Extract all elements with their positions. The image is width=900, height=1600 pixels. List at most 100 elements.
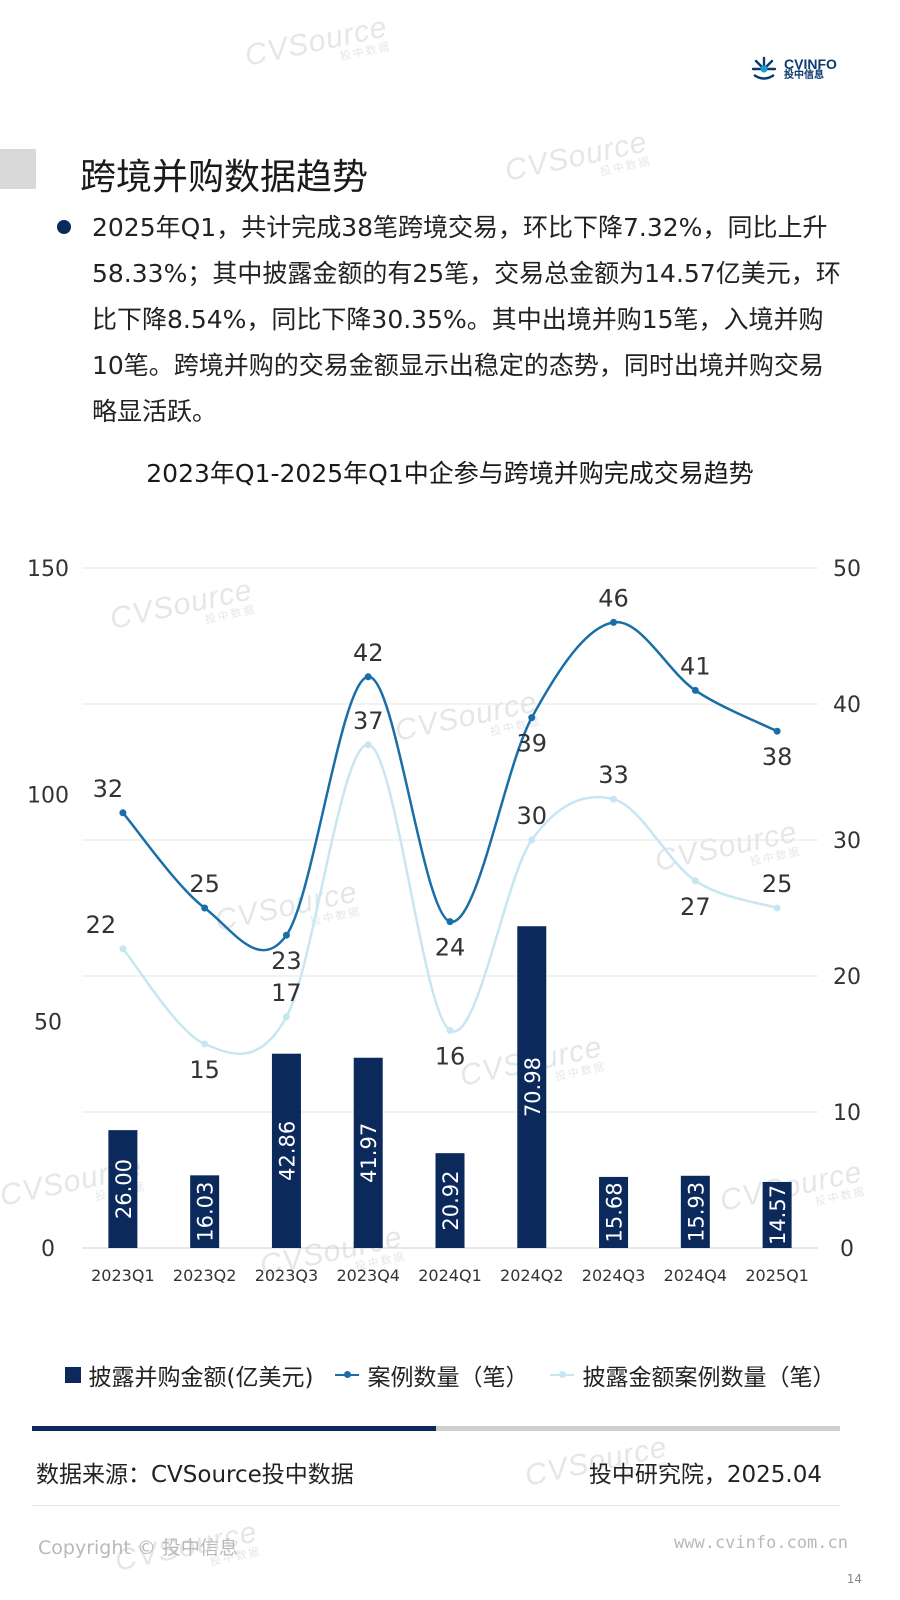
- x-tick-label: 2025Q1: [745, 1266, 809, 1285]
- point-data-label: 33: [598, 761, 629, 789]
- logo-en-text: CVINFO: [784, 56, 837, 72]
- data-source: 数据来源：CVSource投中数据: [36, 1462, 354, 1488]
- bar-data-label: 15.68: [603, 1182, 627, 1242]
- y-left-tick-label: 100: [27, 784, 69, 809]
- series-point: [610, 795, 618, 803]
- x-tick-label: 2023Q4: [336, 1266, 400, 1285]
- series-point: [691, 877, 699, 885]
- cvinfo-logo-icon: [751, 56, 777, 80]
- legend-item-cases: 案例数量（笔）: [335, 1358, 528, 1392]
- title-accent-bar: [0, 149, 36, 189]
- legend-label: 披露金额案例数量（笔）: [582, 1365, 836, 1391]
- bar: [680, 1175, 710, 1248]
- series-point: [119, 809, 127, 817]
- point-data-label: 41: [680, 652, 711, 680]
- x-tick-label: 2024Q2: [500, 1266, 564, 1285]
- page-title: 跨境并购数据趋势: [80, 157, 369, 198]
- series-point: [528, 836, 536, 844]
- point-data-label: 30: [517, 802, 548, 830]
- bar: [435, 1153, 465, 1248]
- series-point: [610, 618, 618, 626]
- series-point: [773, 904, 781, 912]
- combo-chart: 0 50 100 150 0 10 20 30 40 50 26.00 16.03 42.86 41.97…: [27, 557, 861, 1285]
- y-left-tick-label: 0: [41, 1237, 55, 1262]
- x-tick-label: 2023Q1: [91, 1266, 155, 1285]
- point-data-label: 32: [93, 775, 124, 803]
- bar-data-label: 70.98: [521, 1057, 545, 1117]
- point-data-label: 37: [353, 707, 384, 735]
- series-point: [364, 673, 372, 681]
- bar: [353, 1057, 383, 1248]
- point-data-label: 22: [86, 911, 117, 939]
- bar: [108, 1130, 138, 1248]
- x-tick-label: 2023Q2: [173, 1266, 237, 1285]
- point-data-label: 25: [189, 870, 220, 898]
- series-point: [364, 741, 372, 749]
- legend-item-amount: 披露并购金额(亿美元): [64, 1358, 314, 1392]
- point-data-label: 15: [189, 1056, 220, 1084]
- website-link[interactable]: www.cvinfo.com.cn: [674, 1533, 848, 1553]
- bullet-dot-icon: [57, 220, 71, 234]
- x-tick-label: 2024Q4: [664, 1266, 728, 1285]
- x-tick-label: 2024Q3: [582, 1266, 646, 1285]
- bar-data-label: 42.86: [275, 1121, 299, 1181]
- series-point: [773, 727, 781, 735]
- series-point: [446, 1026, 454, 1034]
- y-left-tick-label: 150: [27, 557, 69, 582]
- series-point: [201, 1040, 209, 1048]
- series-point: [446, 918, 454, 926]
- series-point: [528, 714, 536, 722]
- point-data-label: 46: [598, 584, 629, 612]
- point-data-label: 16: [435, 1042, 466, 1070]
- bar-data-label: 41.97: [357, 1123, 381, 1183]
- series-point: [119, 945, 127, 953]
- y-right-tick-label: 10: [833, 1101, 861, 1126]
- point-data-label: 25: [762, 870, 793, 898]
- legend-swatch-line: [335, 1367, 360, 1383]
- bar: [271, 1053, 301, 1248]
- logo-cn-text: 投中信息: [784, 70, 824, 81]
- series-point: [201, 904, 209, 912]
- point-data-label: 27: [680, 893, 711, 921]
- y-right-tick-label: 40: [833, 693, 861, 718]
- legend-swatch-bar: [64, 1367, 81, 1383]
- series-point: [282, 931, 290, 939]
- page-number: 14: [846, 1572, 862, 1586]
- legend-swatch-line: [550, 1367, 575, 1383]
- series-point: [691, 686, 699, 694]
- point-data-label: 38: [762, 743, 793, 771]
- series-point: [282, 1013, 290, 1021]
- bar-data-label: 26.00: [112, 1159, 136, 1219]
- y-right-tick-label: 0: [840, 1237, 854, 1262]
- chart-legend: 披露并购金额(亿美元) 案例数量（笔） 披露金额案例数量（笔）: [0, 1358, 900, 1392]
- series-line: [121, 621, 778, 952]
- y-right-tick-label: 30: [833, 829, 861, 854]
- legend-label: 披露并购金额(亿美元): [88, 1365, 314, 1391]
- point-data-label: 39: [517, 730, 548, 758]
- series-line: [121, 743, 778, 1055]
- y-right-tick-label: 50: [833, 557, 861, 582]
- copyright: Copyright © 投中信息: [38, 1537, 238, 1559]
- bar: [190, 1175, 220, 1248]
- bar: [517, 926, 547, 1248]
- chart-title: 2023年Q1-2025年Q1中企参与跨境并购完成交易趋势: [146, 459, 754, 488]
- bar-data-label: 15.93: [684, 1182, 708, 1242]
- bar-data-label: 20.92: [439, 1171, 463, 1231]
- org-date: 投中研究院，2025.04: [588, 1462, 822, 1488]
- footer-divider: [32, 1505, 840, 1506]
- x-tick-label: 2023Q3: [255, 1266, 319, 1285]
- bar-data-label: 16.03: [194, 1182, 218, 1242]
- x-tick-label: 2024Q1: [418, 1266, 482, 1285]
- point-data-label: 17: [271, 979, 302, 1007]
- bar-data-label: 14.57: [766, 1185, 790, 1245]
- point-data-label: 23: [271, 947, 302, 975]
- page-progress-bar: [32, 1426, 840, 1431]
- y-left-tick-label: 50: [34, 1010, 62, 1035]
- y-right-tick-label: 20: [833, 965, 861, 990]
- cvinfo-logo: CVINFO 投中信息: [750, 55, 837, 83]
- legend-label: 案例数量（笔）: [367, 1365, 529, 1391]
- legend-item-disclosed-cases: 披露金额案例数量（笔）: [550, 1358, 835, 1392]
- page-progress-fill: [32, 1426, 436, 1431]
